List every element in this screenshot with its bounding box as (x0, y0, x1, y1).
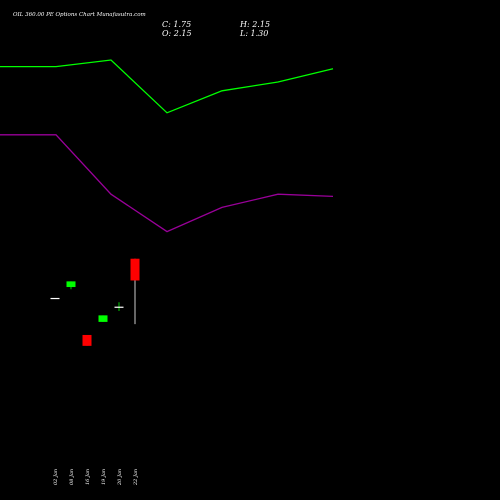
x-tick-label: 16 Jan (85, 469, 91, 485)
low-value: L: 1.30 (239, 29, 268, 38)
close-value: C: 1.75 (162, 20, 191, 29)
x-tick-label: 02 Jan (53, 469, 59, 485)
candle-body (114, 306, 124, 308)
candle-body (82, 334, 92, 346)
overlay-lines (0, 59, 334, 233)
high-value: H: 2.15 (239, 20, 270, 29)
x-axis-ticks: 02 Jan 08 Jan 16 Jan 19 Jan 20 Jan 22 Jan (53, 469, 139, 486)
chart-title: OIL 360.00 PE Options Chart Munafasutra.… (13, 12, 146, 18)
open-value: O: 2.15 (162, 29, 192, 38)
candle-6 (130, 258, 140, 325)
candle-5 (114, 302, 124, 311)
x-tick-label: 22 Jan (133, 469, 139, 486)
candle-3 (82, 334, 92, 346)
x-tick-label: 08 Jan (69, 469, 75, 485)
candle-body (66, 281, 76, 288)
overlay-line-2 (0, 134, 334, 233)
overlay-line-1 (0, 59, 334, 114)
candle-body (98, 315, 108, 322)
candle-1 (50, 297, 60, 300)
candle-body (130, 258, 140, 281)
candle-4 (98, 315, 108, 322)
candle-body (50, 297, 60, 300)
candle-2 (66, 281, 76, 290)
candles (50, 258, 140, 346)
x-tick-label: 19 Jan (101, 469, 107, 485)
x-tick-label: 20 Jan (117, 469, 123, 486)
